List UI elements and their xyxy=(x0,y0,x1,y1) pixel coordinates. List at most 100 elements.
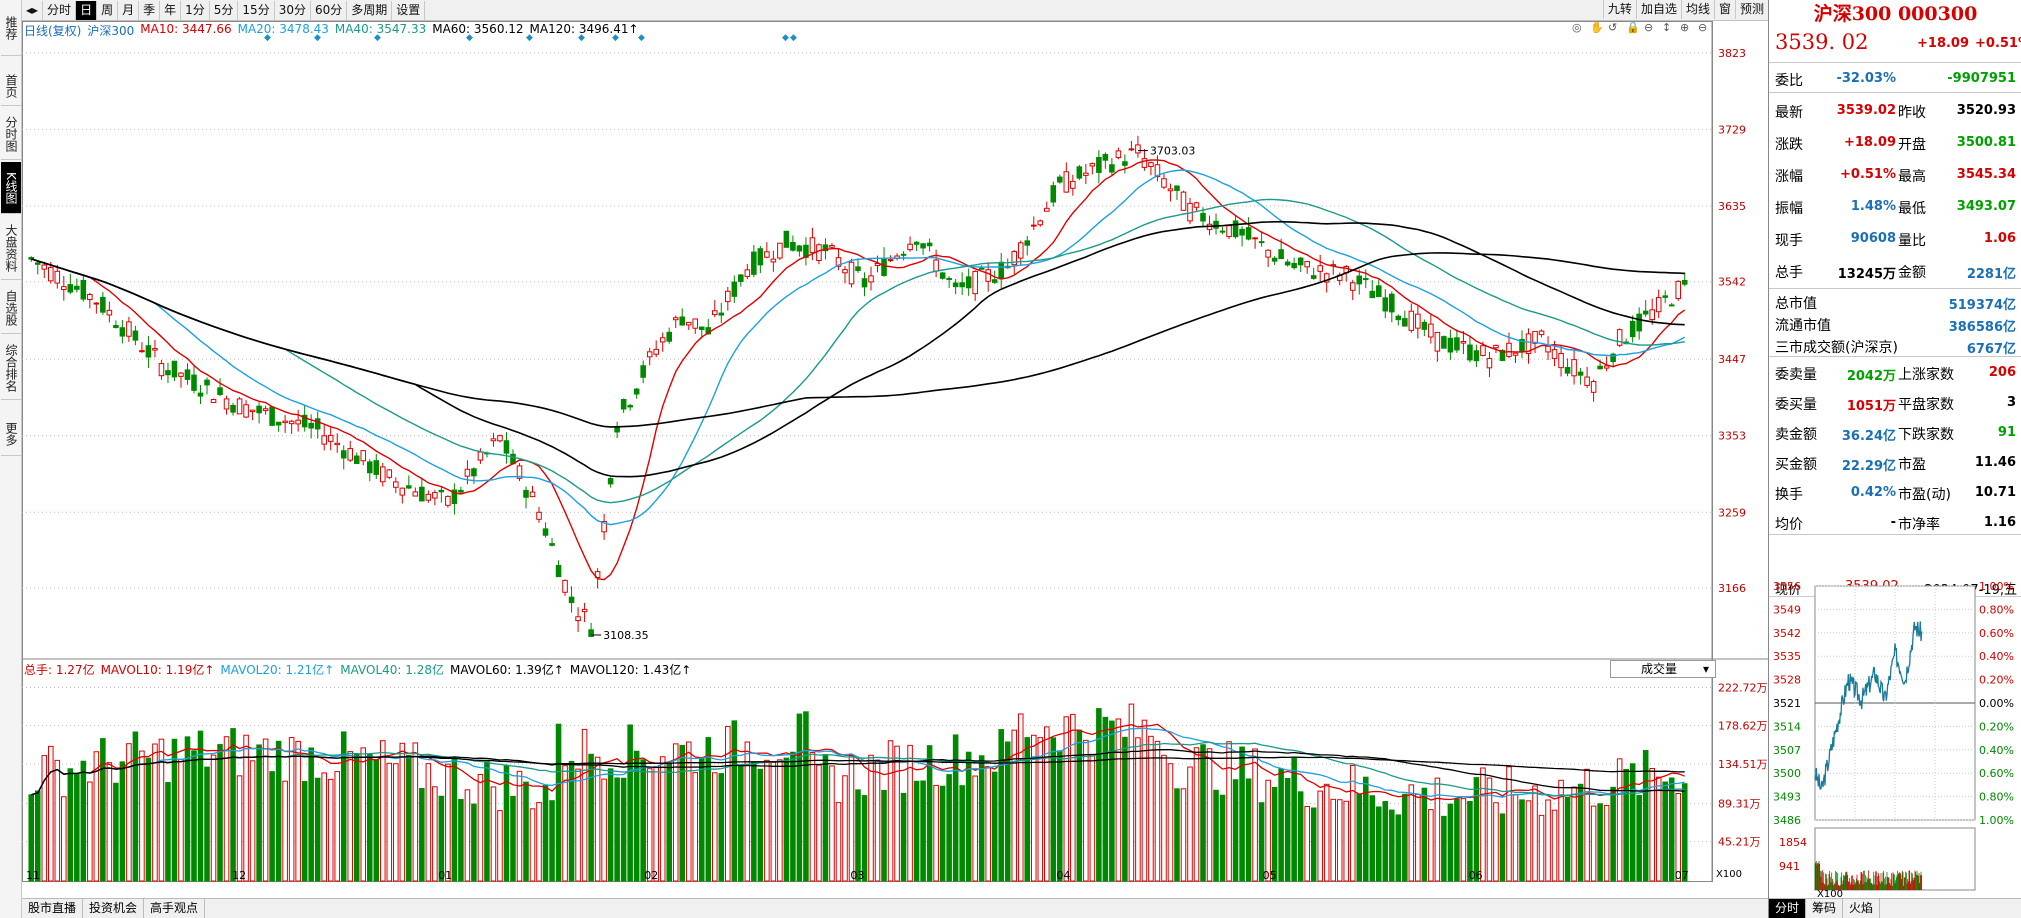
volume-bar[interactable] xyxy=(1408,784,1415,882)
candle-body[interactable] xyxy=(1141,158,1148,168)
event-marker-icon[interactable]: ◆ xyxy=(638,33,645,43)
volume-bar[interactable] xyxy=(607,768,614,882)
volume-bar[interactable] xyxy=(1310,807,1317,882)
volume-bar[interactable] xyxy=(516,770,523,882)
volume-bar[interactable] xyxy=(1460,798,1467,882)
volume-bar[interactable] xyxy=(191,750,197,882)
candle-body[interactable] xyxy=(158,363,165,377)
nav-arrows[interactable]: ◂▸ xyxy=(22,0,44,20)
volume-bar[interactable] xyxy=(627,724,633,882)
volume-bar[interactable] xyxy=(230,728,236,882)
sidebar-item-5[interactable]: 自选股 xyxy=(1,282,21,334)
candle-body[interactable] xyxy=(406,485,412,489)
volume-bar[interactable] xyxy=(1213,789,1219,882)
volume-bar[interactable] xyxy=(210,754,217,882)
volume-bar[interactable] xyxy=(1232,779,1239,882)
candle-body[interactable] xyxy=(1454,337,1460,351)
candle-body[interactable] xyxy=(751,251,757,275)
chart-tool-icon[interactable]: 🔒 xyxy=(1626,21,1640,34)
volume-bar[interactable] xyxy=(542,785,549,882)
volume-bar[interactable] xyxy=(28,794,35,882)
candle-body[interactable] xyxy=(399,487,406,496)
volume-bar[interactable] xyxy=(1376,806,1382,882)
volume-bar[interactable] xyxy=(1193,747,1200,882)
volume-bar[interactable] xyxy=(855,789,861,882)
volume-bar[interactable] xyxy=(412,742,419,882)
candle-body[interactable] xyxy=(191,374,197,391)
volume-bar[interactable] xyxy=(1369,795,1376,882)
event-marker-icon[interactable]: ◆ xyxy=(612,33,619,43)
volume-bar[interactable] xyxy=(881,789,887,882)
candle-body[interactable] xyxy=(295,419,301,425)
candle-body[interactable] xyxy=(1154,164,1161,178)
chart-tool-icon[interactable]: ⊖ xyxy=(1644,21,1653,34)
candle-body[interactable] xyxy=(1597,365,1603,370)
volume-bar[interactable] xyxy=(54,759,61,882)
period-tab-11[interactable]: 多周期 xyxy=(347,0,393,20)
chart-tool-icon[interactable]: ⊖ xyxy=(1698,21,1707,34)
volume-bar[interactable] xyxy=(458,798,464,882)
volume-bar[interactable] xyxy=(1057,750,1063,882)
sidebar-item-0[interactable]: 推荐 xyxy=(1,0,21,56)
volume-bar[interactable] xyxy=(1278,768,1284,882)
volume-bar[interactable] xyxy=(262,738,269,882)
candle-body[interactable] xyxy=(568,596,575,604)
bottom-tab-2[interactable]: 高手观点 xyxy=(144,899,206,918)
candle-body[interactable] xyxy=(184,369,191,380)
volume-bar[interactable] xyxy=(425,763,432,882)
candle-body[interactable] xyxy=(1109,164,1115,173)
toolbar-right-0[interactable]: 九转 xyxy=(1602,0,1636,19)
candle-body[interactable] xyxy=(542,528,549,536)
volume-bar[interactable] xyxy=(204,766,210,882)
candle-body[interactable] xyxy=(1148,162,1154,167)
volume-bar[interactable] xyxy=(1141,719,1148,882)
candle-body[interactable] xyxy=(145,345,152,358)
candle-body[interactable] xyxy=(659,337,666,343)
volume-bar[interactable] xyxy=(920,780,926,882)
volume-bar[interactable] xyxy=(132,731,139,882)
candle-body[interactable] xyxy=(262,408,269,412)
volume-bar[interactable] xyxy=(48,745,54,882)
event-marker-icon[interactable]: ◆ xyxy=(314,33,321,43)
volume-bar[interactable] xyxy=(74,773,80,882)
candle-body[interactable] xyxy=(601,520,607,533)
volume-bar[interactable] xyxy=(1519,799,1525,882)
candle-body[interactable] xyxy=(1349,282,1356,291)
candle-body[interactable] xyxy=(1577,371,1584,376)
bottom-tab-1[interactable]: 投资机会 xyxy=(83,899,145,918)
candle-body[interactable] xyxy=(816,244,822,262)
volume-bar[interactable] xyxy=(1623,768,1629,882)
volume-bar[interactable] xyxy=(1011,729,1018,882)
candle-body[interactable] xyxy=(1083,172,1089,176)
volume-bar[interactable] xyxy=(165,782,171,882)
candle-body[interactable] xyxy=(1044,207,1050,212)
volume-bar[interactable] xyxy=(503,765,510,882)
volume-bar[interactable] xyxy=(1512,794,1519,882)
candle-body[interactable] xyxy=(74,285,80,290)
candle-body[interactable] xyxy=(640,365,646,378)
candle-body[interactable] xyxy=(1232,220,1239,238)
volume-bar[interactable] xyxy=(510,795,516,882)
candle-body[interactable] xyxy=(959,282,965,288)
volume-bar[interactable] xyxy=(1174,788,1180,882)
volume-bar[interactable] xyxy=(61,796,67,882)
event-marker-icon[interactable]: ◆ xyxy=(782,33,789,43)
candle-body[interactable] xyxy=(607,478,614,485)
candle-body[interactable] xyxy=(1115,150,1122,159)
candle-body[interactable] xyxy=(985,269,991,282)
volume-bar[interactable] xyxy=(822,754,829,882)
volume-bar[interactable] xyxy=(373,759,380,882)
chart-tool-icon[interactable]: ◎ xyxy=(1572,21,1582,34)
candle-body[interactable] xyxy=(1271,257,1278,262)
volume-bar[interactable] xyxy=(1128,703,1135,882)
candle-body[interactable] xyxy=(1161,178,1167,188)
volume-bar[interactable] xyxy=(1037,737,1044,882)
chart-tool-icon[interactable]: ↕ xyxy=(1662,21,1671,34)
candle-body[interactable] xyxy=(80,279,87,300)
volume-bar[interactable] xyxy=(1219,794,1226,882)
volume-bar[interactable] xyxy=(1395,814,1402,882)
volume-bar[interactable] xyxy=(1343,800,1350,882)
volume-bar[interactable] xyxy=(1245,778,1252,882)
candle-body[interactable] xyxy=(1167,188,1174,192)
candle-body[interactable] xyxy=(275,421,282,426)
